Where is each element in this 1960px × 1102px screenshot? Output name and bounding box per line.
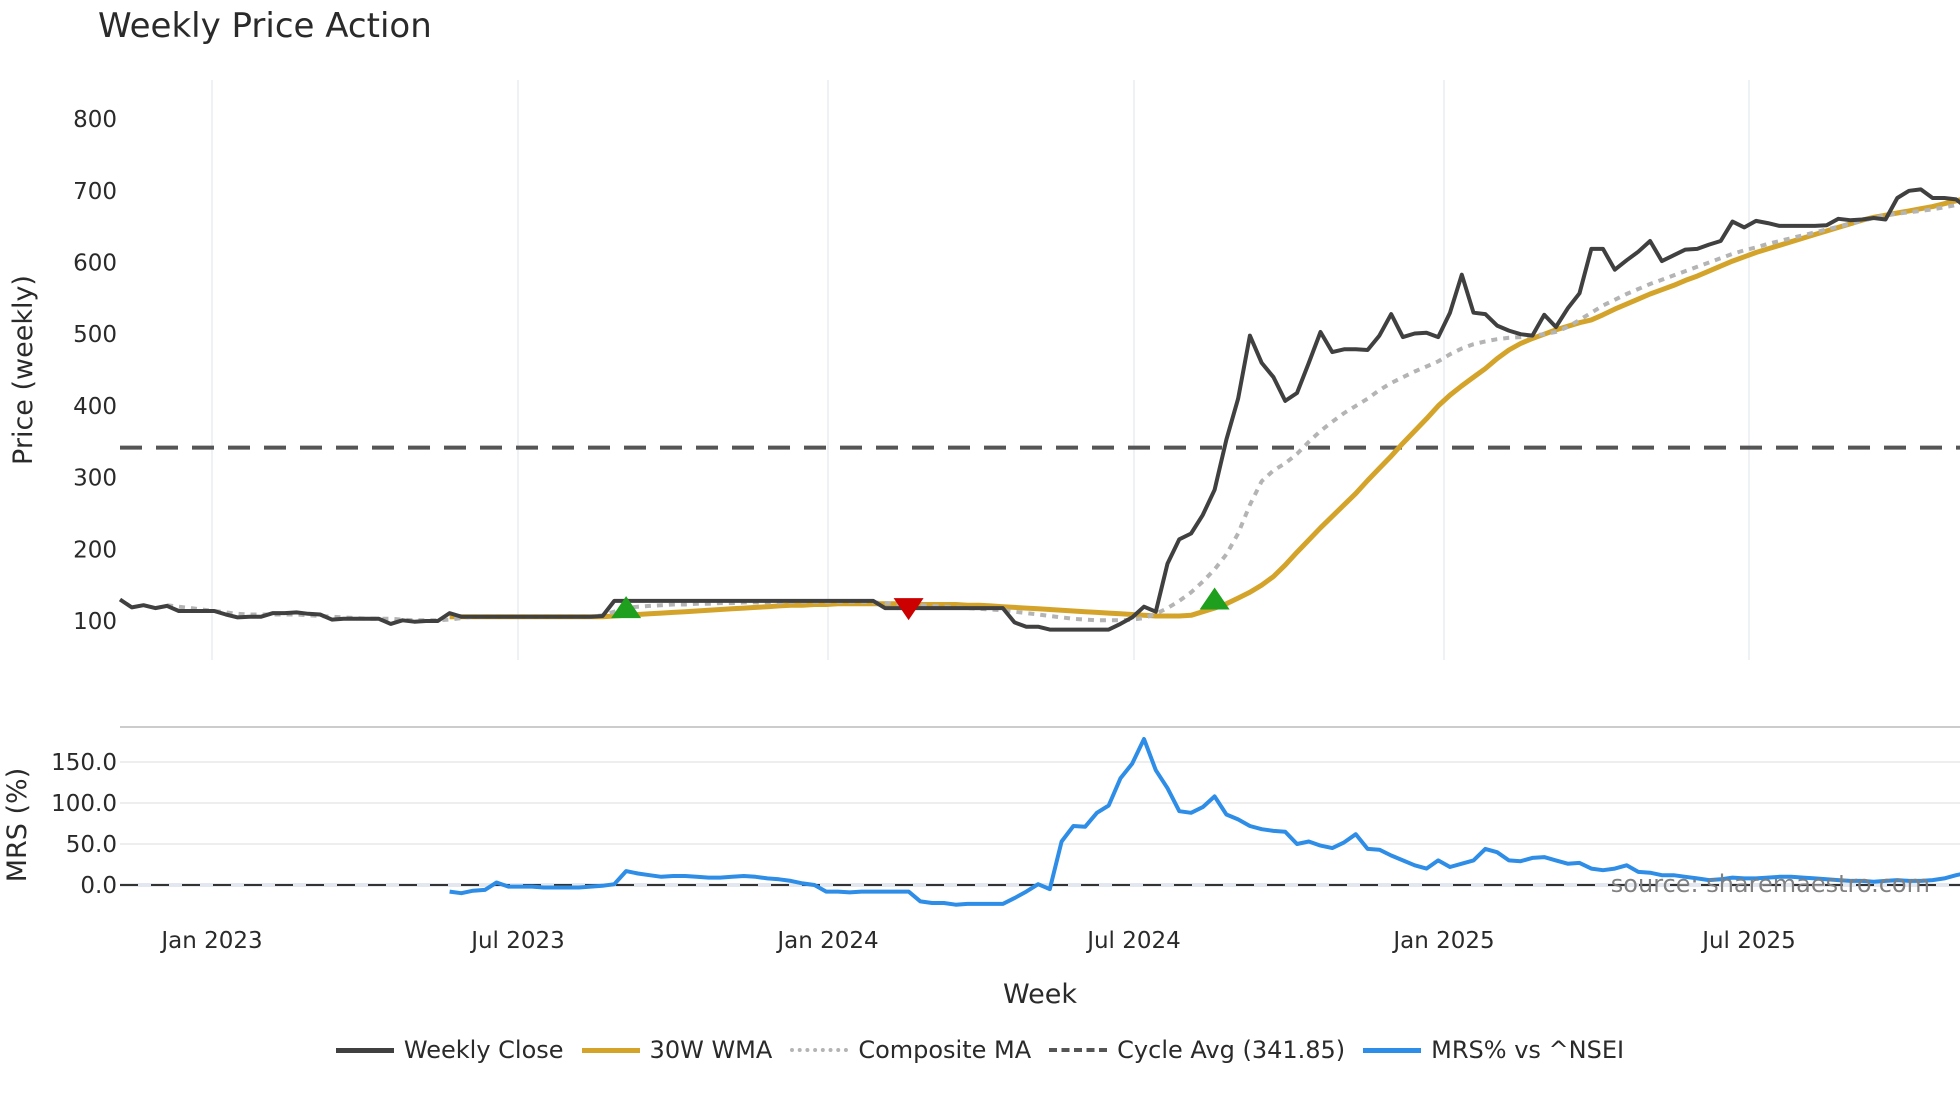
composite-swatch-icon (790, 1048, 849, 1052)
x-tick-label: Jul 2024 (1085, 928, 1181, 954)
mrs-y-axis-title: MRS (%) (2, 768, 33, 883)
price-gridlines (211, 80, 1750, 660)
mrs-y-axis-ticks: 0.0 50.0 100.0 150.0 (51, 750, 117, 899)
x-tick-label: Jul 2025 (1700, 928, 1796, 954)
price-y-tick-label: 500 (73, 322, 117, 348)
x-tick-label: Jul 2023 (469, 928, 565, 954)
mrs-y-tick-label: 0.0 (80, 873, 117, 899)
wma-line (449, 197, 1960, 620)
price-y-axis-title: Price (weekly) (8, 275, 39, 465)
price-y-tick-label: 300 (73, 466, 117, 492)
legend-item-composite[interactable]: Composite MA (790, 1036, 1031, 1064)
price-y-tick-label: 800 (73, 107, 117, 133)
legend-item-wma[interactable]: 30W WMA (581, 1036, 773, 1064)
x-axis-ticks: Jan 2023 Jul 2023 Jan 2024 Jul 2024 Jan 2025… (159, 928, 1795, 954)
signal-markers (611, 587, 1230, 621)
x-axis-title: Week (1003, 979, 1077, 1010)
source-watermark: source: sharemaestro.com (1611, 870, 1930, 898)
sell-signal-marker (893, 598, 924, 621)
legend-item-cycle[interactable]: Cycle Avg (341.85) (1049, 1036, 1345, 1064)
mrs-gridlines (120, 761, 1960, 887)
cycle-swatch-icon (1049, 1048, 1108, 1052)
legend-label: Cycle Avg (341.85) (1117, 1036, 1346, 1064)
mrs-y-tick-label: 100.0 (51, 791, 117, 817)
price-y-tick-label: 700 (73, 179, 117, 205)
mrs-swatch-icon (1363, 1047, 1422, 1053)
legend-label: MRS% vs ^NSEI (1431, 1036, 1625, 1064)
x-tick-label: Jan 2023 (159, 928, 262, 954)
legend-label: Composite MA (858, 1036, 1032, 1064)
weekly-close-line (118, 187, 1960, 632)
price-y-tick-label: 600 (73, 251, 117, 277)
price-y-tick-label: 100 (73, 609, 117, 635)
legend-label: 30W WMA (649, 1036, 773, 1064)
x-tick-label: Jan 2025 (1391, 928, 1494, 954)
chart-title: Weekly Price Action (98, 6, 432, 46)
wma-swatch-icon (581, 1047, 640, 1053)
legend: Weekly Close 30W WMA Composite MA Cycle Avg… (0, 1036, 1960, 1064)
composite-ma-line (166, 202, 1960, 623)
mrs-line (449, 737, 1960, 907)
legend-label: Weekly Close (403, 1036, 564, 1064)
legend-item-close[interactable]: Weekly Close (335, 1036, 564, 1064)
series-lines (118, 187, 1960, 907)
buy-signal-marker (1199, 587, 1230, 610)
price-y-tick-label: 200 (73, 537, 117, 563)
mrs-y-tick-label: 150.0 (51, 750, 117, 776)
buy-signal-marker (611, 596, 642, 619)
price-y-tick-label: 400 (73, 394, 117, 420)
x-tick-label: Jan 2024 (775, 928, 878, 954)
close-swatch-icon (335, 1047, 394, 1053)
legend-item-mrs[interactable]: MRS% vs ^NSEI (1363, 1036, 1624, 1064)
mrs-y-tick-label: 50.0 (66, 832, 117, 858)
price-y-axis-ticks: 100 200 300 400 500 600 700 800 (73, 107, 117, 635)
